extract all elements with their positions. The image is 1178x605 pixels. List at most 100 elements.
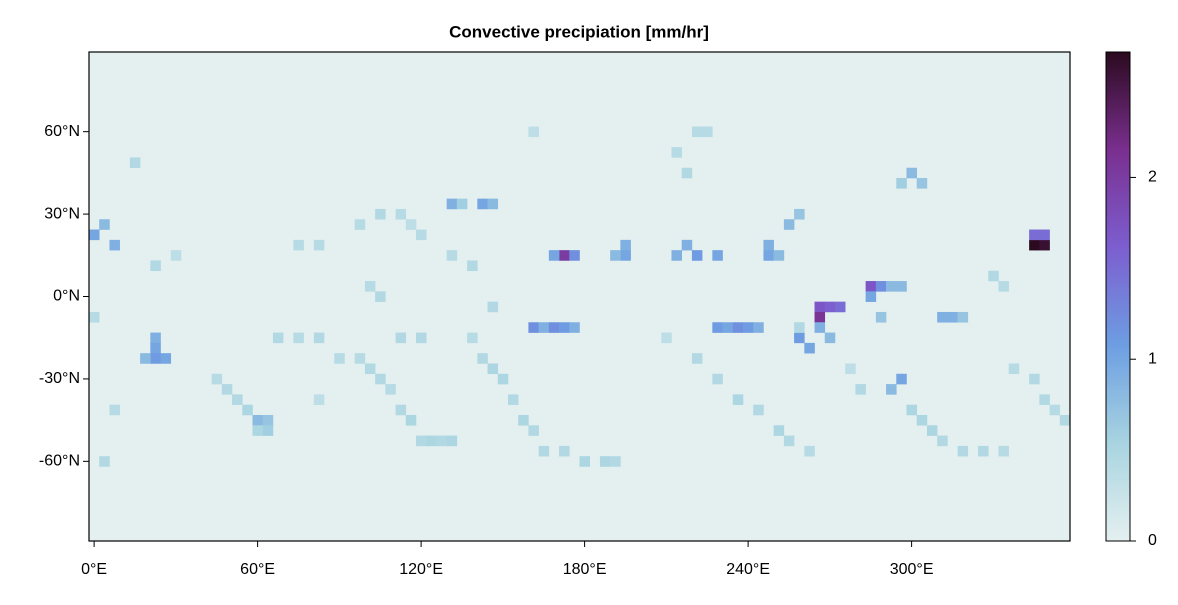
heatmap-cell	[109, 404, 120, 416]
heatmap-cell	[487, 363, 499, 375]
heatmap-cell	[886, 384, 897, 395]
heatmap-cell	[732, 394, 744, 405]
heatmap-cell	[89, 311, 100, 323]
heatmap-cell	[99, 456, 110, 467]
heatmap-cell	[232, 394, 243, 405]
heatmap-cell	[272, 332, 284, 344]
heatmap	[89, 126, 1070, 467]
heatmap-cell	[978, 445, 989, 457]
heatmap-cell	[518, 414, 529, 426]
heatmap-cell	[252, 425, 264, 436]
heatmap-cell	[702, 126, 713, 138]
heatmap-cell	[1039, 229, 1050, 241]
heatmap-cell	[804, 342, 815, 354]
heatmap-cell	[395, 208, 407, 220]
heatmap-cell	[375, 373, 386, 385]
heatmap-cell	[691, 126, 703, 138]
heatmap-cell	[865, 291, 877, 302]
heatmap-cell	[753, 404, 764, 416]
heatmap-cell	[416, 229, 427, 241]
colorbar-tick-label: 2	[1148, 169, 1157, 186]
x-tick-label: 120°E	[399, 561, 443, 578]
heatmap-cell	[610, 456, 621, 467]
heatmap-cell	[446, 250, 458, 261]
heatmap-cell	[1029, 239, 1040, 251]
x-tick-label: 240°E	[726, 561, 770, 578]
heatmap-cell	[814, 301, 826, 313]
heatmap-cell	[538, 322, 550, 333]
heatmap-cell	[109, 239, 120, 251]
heatmap-cell	[1008, 363, 1020, 375]
heatmap-cell	[610, 250, 621, 261]
heatmap-cell	[129, 157, 141, 169]
heatmap-cell	[262, 425, 274, 436]
heatmap-cell	[497, 373, 509, 385]
heatmap-cell	[252, 414, 264, 426]
heatmap-cell	[712, 250, 723, 261]
heatmap-cell	[906, 167, 918, 179]
colorbar-tick-label: 1	[1148, 350, 1157, 367]
heatmap-cell	[293, 332, 304, 344]
heatmap-cell	[150, 332, 161, 344]
heatmap-cell	[681, 167, 693, 179]
heatmap-cell	[1029, 373, 1040, 385]
heatmap-cell	[221, 384, 233, 395]
heatmap-cell	[477, 198, 488, 210]
heatmap-cell	[1049, 404, 1061, 416]
heatmap-cell	[957, 445, 969, 457]
heatmap-cell	[814, 311, 826, 323]
heatmap-cell	[1029, 229, 1040, 241]
heatmap-cell	[671, 147, 682, 158]
x-tick-label: 0°E	[81, 561, 107, 578]
heatmap-cell	[242, 404, 253, 416]
heatmap-cell	[886, 281, 897, 292]
heatmap-cell	[906, 404, 918, 416]
heatmap-cell	[998, 281, 1009, 292]
heatmap-cell	[211, 373, 223, 385]
heatmap-cell	[896, 178, 907, 189]
heatmap-cell	[395, 404, 407, 416]
heatmap-cell	[375, 208, 386, 220]
heatmap-cell	[937, 311, 948, 323]
heatmap-cell	[732, 322, 744, 333]
heatmap-cell	[773, 425, 785, 436]
heatmap-cell	[712, 322, 723, 333]
heatmap-cell	[712, 373, 723, 385]
heatmap-cell	[548, 250, 560, 261]
heatmap-cell	[364, 281, 376, 292]
heatmap-cell	[313, 394, 325, 405]
heatmap-cell	[569, 250, 580, 261]
heatmap-cell	[988, 270, 999, 282]
heatmap-cell	[691, 353, 703, 364]
heatmap-cell	[416, 332, 427, 344]
heatmap-cell	[354, 353, 366, 364]
y-tick-label: 0°N	[53, 288, 80, 305]
heatmap-cell	[896, 281, 907, 292]
heatmap-cell	[926, 425, 938, 436]
x-tick-label: 60°E	[240, 561, 275, 578]
heatmap-cell	[150, 260, 161, 272]
heatmap-cell	[426, 435, 437, 447]
heatmap-cell	[538, 445, 550, 457]
heatmap-cell	[436, 435, 447, 447]
heatmap-cell	[528, 322, 539, 333]
heatmap-cell	[467, 260, 478, 272]
heatmap-cell	[804, 445, 815, 457]
heatmap-cell	[150, 342, 161, 354]
x-tick-label: 180°E	[563, 561, 607, 578]
heatmap-cell	[916, 178, 928, 189]
heatmap-cell	[773, 250, 785, 261]
heatmap-cell	[446, 198, 458, 210]
heatmap-cell	[548, 322, 560, 333]
heatmap-cell	[957, 311, 969, 323]
heatmap-cell	[170, 250, 182, 261]
heatmap-cell	[528, 126, 539, 138]
heatmap-cell	[834, 301, 846, 313]
heatmap-cell	[293, 239, 304, 251]
heatmap-cell	[671, 250, 682, 261]
heatmap-cell	[1059, 414, 1070, 426]
x-tick-label: 300°E	[890, 561, 934, 578]
heatmap-cell	[477, 353, 488, 364]
heatmap-cell	[783, 219, 795, 230]
